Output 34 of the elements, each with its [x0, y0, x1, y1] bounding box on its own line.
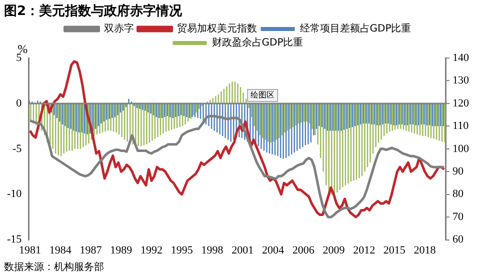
y2-tick-label: 110: [452, 120, 470, 132]
x-tick-label: 1987: [80, 244, 102, 256]
y-tick-label: -5: [12, 142, 22, 155]
y2-tick-label: 90: [452, 166, 464, 178]
chart-title: 图2：美元指数与政府赤字情况: [4, 2, 182, 20]
x-tick-label: 1992: [140, 244, 163, 256]
annotation: 绘图区: [250, 90, 275, 100]
legend-label: 贸易加权美元指数: [176, 22, 257, 35]
x-tick-label: 2009: [322, 244, 346, 256]
y2-tick-label: 140: [452, 52, 470, 64]
x-tick-label: 2018: [414, 244, 436, 256]
legend-label: 双赤字: [104, 22, 134, 35]
y2-tick-label: 60: [452, 234, 464, 246]
legend-label: 经常项目差额占GDP比重: [300, 22, 412, 35]
y2-tick-label: 70: [452, 210, 464, 223]
x-tick-label: 2012: [353, 244, 376, 256]
y2-tick-label: 120: [452, 97, 470, 110]
y-tick-label: 0: [16, 97, 22, 110]
legend-label: 财政盈余占GDP比重: [212, 36, 304, 49]
y-tick-label: -10: [6, 188, 22, 200]
y2-tick-label: 130: [452, 74, 470, 87]
x-tick-label: 2004: [262, 244, 284, 256]
y2-tick-label: 80: [452, 188, 464, 200]
x-tick-label: 1998: [201, 244, 224, 256]
x-tick-label: 1989: [110, 244, 133, 256]
x-tick-label: 2001: [232, 244, 254, 256]
x-tick-label: 2015: [383, 244, 406, 256]
source-note: 数据来源：机构服务部: [4, 260, 104, 274]
x-tick-label: 1981: [19, 244, 42, 256]
y2-tick-label: 100: [452, 142, 470, 155]
x-tick-label: 1984: [49, 244, 72, 256]
x-tick-label: 2006: [292, 244, 315, 256]
y-tick-label: -15: [6, 234, 22, 246]
x-tick-label: 1995: [170, 244, 194, 256]
